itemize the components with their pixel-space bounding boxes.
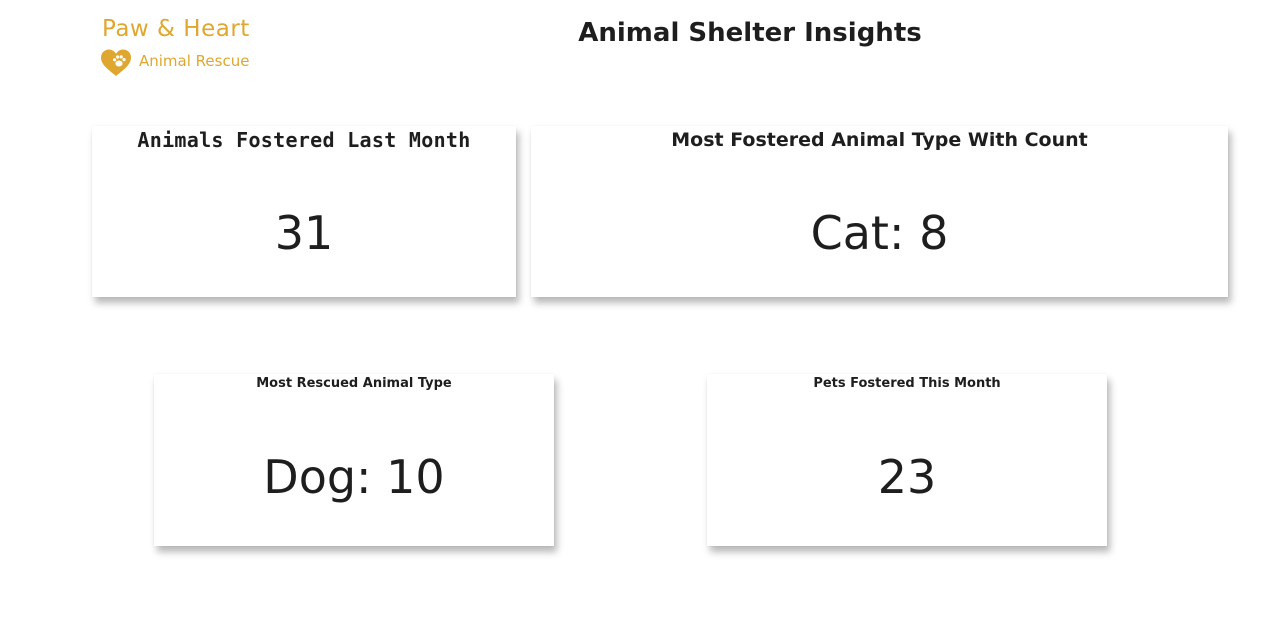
kpi-card-most-rescued-animal-type[interactable]: Most Rescued Animal Type Dog: 10 xyxy=(154,374,554,546)
card-value: 23 xyxy=(877,450,937,504)
heart-paw-icon xyxy=(101,49,131,76)
card-value: Dog: 10 xyxy=(263,450,445,504)
kpi-card-animals-fostered-last-month[interactable]: Animals Fostered Last Month 31 xyxy=(92,126,516,297)
kpi-card-pets-fostered-this-month[interactable]: Pets Fostered This Month 23 xyxy=(707,374,1107,546)
card-value: Cat: 8 xyxy=(810,206,949,260)
card-value: 31 xyxy=(274,206,334,260)
kpi-card-most-fostered-animal-type[interactable]: Most Fostered Animal Type With Count Cat… xyxy=(531,126,1228,297)
card-title: Most Fostered Animal Type With Count xyxy=(671,129,1088,151)
page-title: Animal Shelter Insights xyxy=(578,18,922,48)
logo-subtitle: Animal Rescue xyxy=(139,52,250,70)
card-title: Most Rescued Animal Type xyxy=(256,376,452,391)
card-title: Animals Fostered Last Month xyxy=(137,128,471,152)
logo-name: Paw & Heart xyxy=(102,16,250,42)
logo: Paw & Heart Animal Rescue xyxy=(100,16,260,80)
card-title: Pets Fostered This Month xyxy=(813,376,1001,391)
